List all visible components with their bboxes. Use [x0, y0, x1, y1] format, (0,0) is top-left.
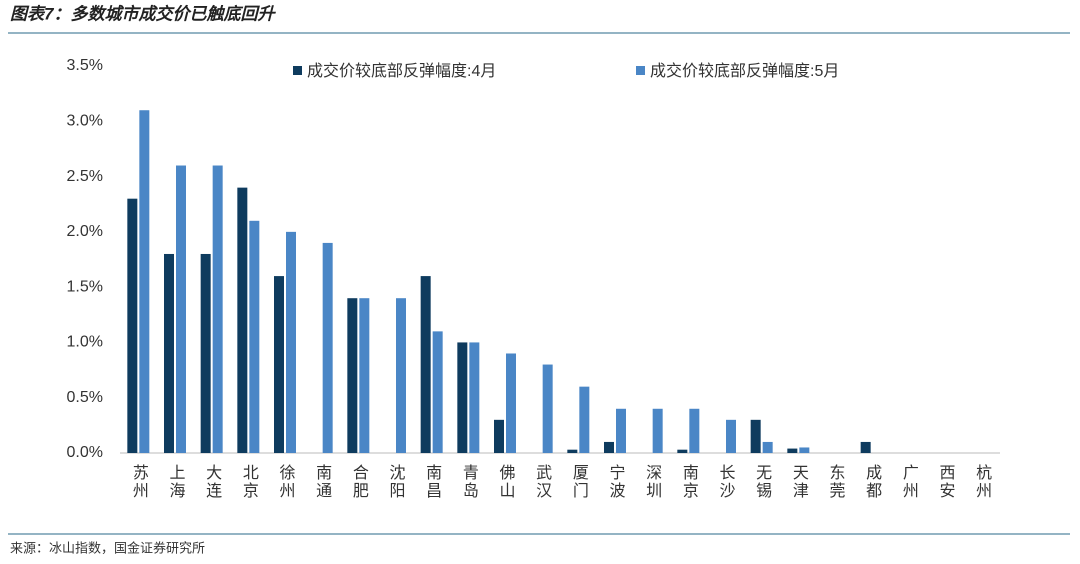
- x-tick-label: 上海: [167, 464, 186, 500]
- x-tick-label: 北京: [240, 464, 259, 500]
- bar: [237, 187, 248, 453]
- bar: [322, 242, 333, 453]
- x-tick-label: 合肥: [350, 464, 369, 500]
- bar: [750, 419, 761, 453]
- y-tick-label: 1.0%: [67, 334, 103, 351]
- legend-swatch: [636, 66, 645, 75]
- x-tick-label: 天津: [790, 464, 809, 500]
- x-tick-label: 苏州: [130, 464, 149, 500]
- bar: [469, 342, 480, 453]
- bar: [604, 441, 614, 453]
- y-tick-label: 2.5%: [67, 168, 103, 185]
- bar: [860, 441, 871, 453]
- x-tick-label: 青岛: [460, 464, 479, 500]
- x-tick-label: 深圳: [643, 464, 662, 500]
- x-tick-label: 沈阳: [387, 464, 406, 500]
- bar: [212, 165, 223, 453]
- bar: [286, 231, 296, 453]
- x-tick-label: 佛山: [497, 464, 516, 500]
- legend-label: 成交价较底部反弹幅度:4月: [307, 62, 496, 80]
- bar: [726, 419, 736, 453]
- x-tick-label: 杭州: [973, 464, 992, 500]
- bar: [249, 220, 260, 453]
- x-tick-label: 无锡: [753, 464, 772, 500]
- legend-swatch: [293, 66, 302, 75]
- y-tick-label: 1.5%: [67, 278, 103, 295]
- x-tick-label: 东莞: [827, 464, 846, 500]
- x-tick-label: 宁波: [607, 464, 626, 500]
- x-tick-label: 南昌: [423, 464, 442, 500]
- bar: [579, 386, 590, 453]
- bar: [762, 441, 773, 453]
- x-tick-label: 大连: [203, 464, 222, 500]
- legend-label: 成交价较底部反弹幅度:5月: [650, 62, 839, 80]
- y-tick-label: 2.0%: [67, 223, 103, 240]
- bar: [652, 408, 663, 453]
- x-tick-label: 西安: [937, 464, 956, 500]
- bar: [420, 276, 431, 453]
- bar: [139, 110, 150, 453]
- bar: [274, 276, 284, 453]
- y-tick-label: 3.5%: [67, 57, 103, 74]
- bar: [200, 253, 211, 453]
- y-tick-label: 3.0%: [67, 113, 103, 130]
- y-tick-label: 0.5%: [67, 389, 103, 406]
- bar: [127, 198, 138, 453]
- bar: [164, 253, 174, 453]
- x-tick-label: 徐州: [277, 464, 296, 500]
- source-note: 来源：冰山指数，国金证券研究所: [10, 540, 205, 555]
- x-tick-label: 广州: [900, 464, 919, 500]
- chart-title: 图表7：多数城市成交价已触底回升: [10, 4, 276, 23]
- bar: [506, 353, 516, 453]
- x-tick-label: 武汉: [533, 464, 552, 500]
- bar: [567, 449, 578, 453]
- bar: [677, 449, 688, 453]
- x-tick-label: 厦门: [570, 464, 589, 500]
- bar: [542, 364, 553, 453]
- bar: [457, 342, 468, 453]
- bar: [176, 165, 186, 453]
- x-tick-label: 南京: [680, 464, 699, 500]
- bar: [347, 298, 358, 453]
- bar: [432, 331, 443, 453]
- y-tick-label: 0.0%: [67, 444, 103, 461]
- bar: [616, 408, 626, 453]
- bar: [689, 408, 700, 453]
- x-tick-label: 成都: [863, 464, 882, 500]
- bar: [799, 447, 810, 453]
- bar: [359, 298, 370, 453]
- bar: [494, 419, 504, 453]
- x-tick-label: 南通: [313, 464, 332, 500]
- bar: [396, 298, 406, 453]
- bar: [787, 448, 798, 453]
- x-tick-label: 长沙: [717, 464, 736, 500]
